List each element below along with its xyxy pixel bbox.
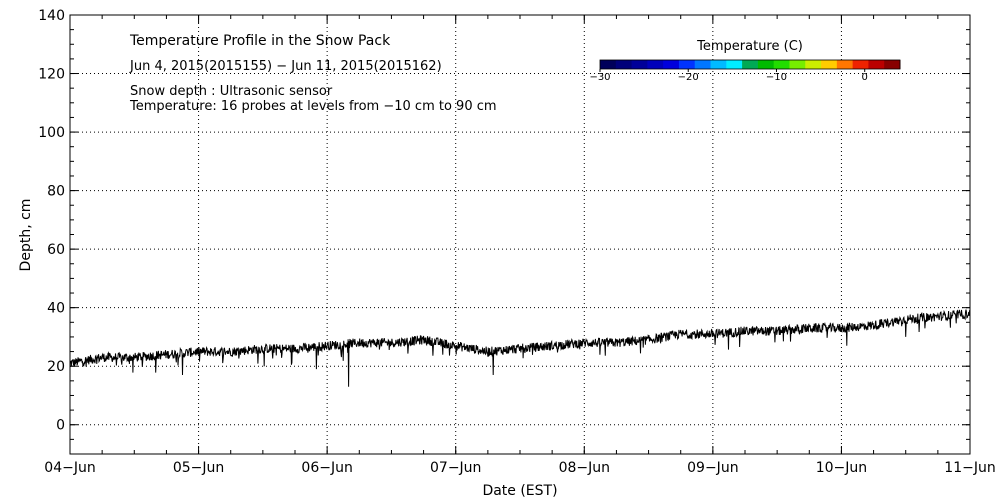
colorbar-swatch — [663, 60, 680, 69]
y-tick-label: 120 — [38, 67, 65, 83]
x-tick-label: 11−Jun — [944, 460, 995, 476]
y-tick-label: 0 — [56, 418, 65, 434]
series-layer — [69, 309, 971, 387]
annotation-temperature: Temperature: 16 probes at levels from −1… — [129, 99, 497, 114]
y-tick-label: 40 — [47, 301, 65, 317]
colorbar-swatch — [836, 60, 854, 69]
chart-title: Temperature Profile in the Snow Pack — [129, 33, 391, 49]
colorbar-swatch — [868, 60, 885, 69]
x-tick-label: 08−Jun — [559, 460, 610, 476]
colorbar-swatch — [678, 60, 696, 69]
colorbar-tick-label: 0 — [862, 72, 868, 83]
x-tick-label: 05−Jun — [173, 460, 224, 476]
y-tick-label: 140 — [38, 8, 65, 24]
colorbar-swatch — [884, 60, 901, 69]
y-tick-label: 20 — [47, 359, 65, 375]
y-tick-label: 60 — [47, 242, 65, 258]
colorbar-swatch — [647, 60, 664, 69]
colorbar-tick-label: −30 — [589, 72, 610, 83]
colorbar-swatch — [631, 60, 648, 69]
colorbar-frame — [599, 59, 901, 70]
x-tick-label: 07−Jun — [430, 460, 481, 476]
x-axis-label: Date (EST) — [482, 483, 557, 499]
colorbar-swatch — [852, 60, 869, 69]
colorbar-swatch — [726, 60, 743, 69]
colorbar: −30 −20 −10 0 — [589, 59, 901, 83]
colorbar-tick-label: −20 — [678, 72, 699, 83]
x-tick-label: 10−Jun — [816, 460, 867, 476]
colorbar-swatch — [694, 60, 712, 69]
y-tick-label: 80 — [47, 184, 65, 200]
x-tick-label: 09−Jun — [687, 460, 738, 476]
y-tick-label: 100 — [38, 125, 65, 141]
colorbar-swatch — [710, 60, 727, 69]
colorbar-swatch — [742, 60, 759, 69]
annotation-snow-depth: Snow depth : Ultrasonic sensor — [130, 84, 333, 99]
chart-subtitle: Jun 4, 2015(2015155) − Jun 11, 2015(2015… — [129, 59, 442, 74]
y-axis-label: Depth, cm — [18, 199, 34, 272]
x-tick-label: 06−Jun — [301, 460, 352, 476]
colorbar-swatch — [757, 60, 775, 69]
axis-ticks: 0 20 40 60 80 100 120 140 04−Jun 05−Jun 06−Jun 07−J… — [38, 8, 995, 476]
colorbar-title: Temperature (C) — [696, 39, 803, 54]
colorbar-swatch — [821, 60, 838, 69]
x-tick-label: 04−Jun — [44, 460, 95, 476]
snow-depth-line — [69, 309, 971, 387]
colorbar-swatch — [773, 60, 790, 69]
colorbar-tick-label: −10 — [766, 72, 787, 83]
colorbar-swatch — [600, 60, 617, 69]
colorbar-swatch — [615, 60, 633, 69]
colorbar-swatch — [789, 60, 806, 69]
colorbar-swatch — [805, 60, 822, 69]
